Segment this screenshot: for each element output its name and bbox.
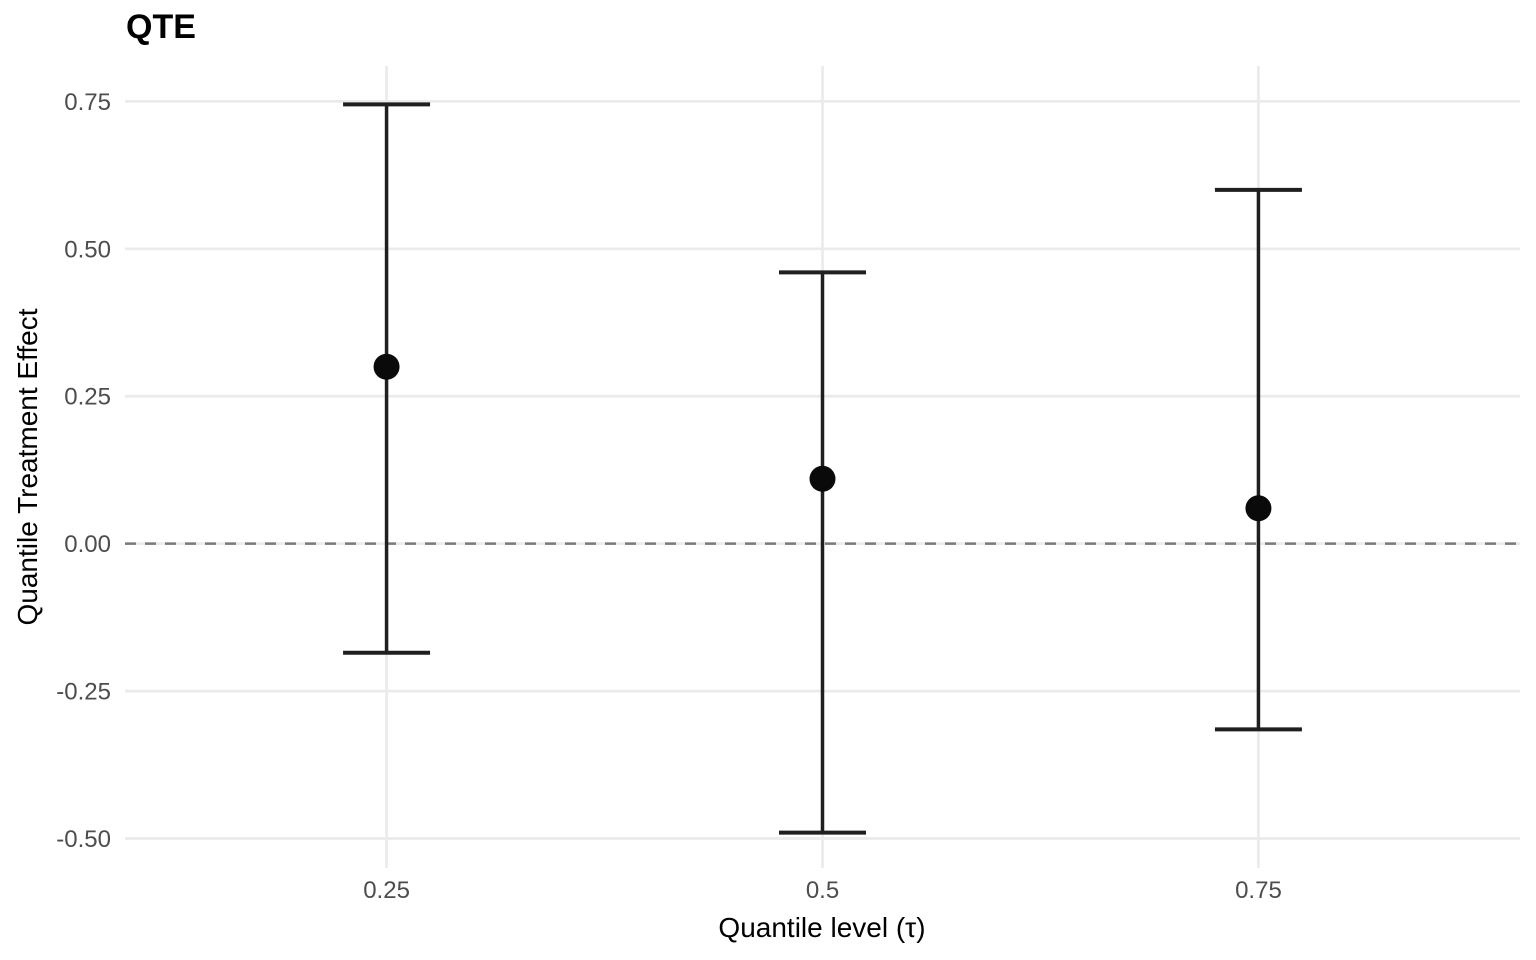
y-tick-label: -0.50 — [56, 826, 111, 853]
y-tick-label: 0.75 — [64, 89, 111, 116]
x-tick-label: 0.25 — [363, 877, 410, 904]
y-tick-label: -0.25 — [56, 679, 111, 706]
x-tick-label: 0.5 — [806, 877, 839, 904]
x-tick-label: 0.75 — [1235, 877, 1282, 904]
estimate-point — [373, 353, 400, 380]
y-axis-title: Quantile Treatment Effect — [12, 308, 43, 626]
y-tick-label: 0.50 — [64, 236, 111, 263]
y-tick-label: 0.25 — [64, 384, 111, 411]
estimate-point — [1245, 495, 1272, 522]
x-axis-title: Quantile level (τ) — [718, 912, 926, 943]
plot-title: QTE — [126, 8, 196, 46]
estimate-point — [809, 465, 836, 492]
y-tick-label: 0.00 — [64, 531, 111, 558]
